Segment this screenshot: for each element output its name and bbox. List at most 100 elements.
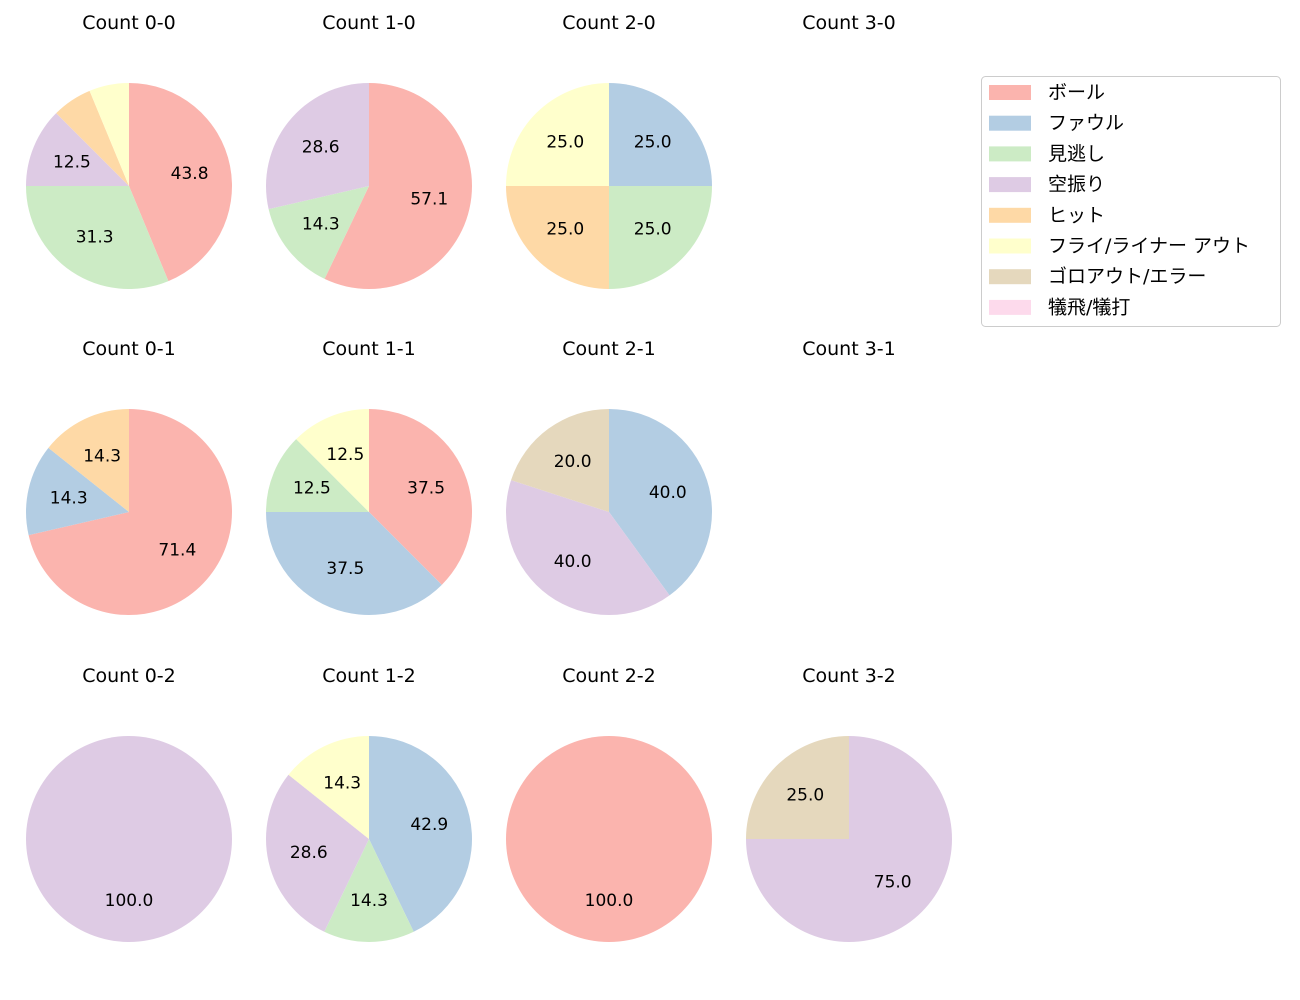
- pie-title: Count 2-0: [562, 12, 656, 34]
- pie-slice: [89, 83, 129, 186]
- pie-slice: [609, 186, 712, 289]
- slice-label: 42.9: [410, 815, 448, 835]
- pie-slice: [28, 409, 233, 615]
- slice-label: 37.5: [407, 478, 445, 498]
- pie-slice: [26, 736, 232, 942]
- pie-slice: [609, 83, 712, 186]
- slice-label: 12.5: [293, 478, 331, 498]
- pie-slice: [48, 409, 130, 512]
- pie-title: Count 0-1: [82, 338, 176, 360]
- pie-slice: [506, 83, 609, 186]
- pie-title: Count 1-1: [322, 338, 416, 360]
- legend-label: 見逃し: [1048, 143, 1105, 165]
- pie-slice: [26, 186, 169, 290]
- pie-chart: Count 0-0 43.8 31.3 12.5: [26, 12, 233, 290]
- pie-chart: Count 3-0: [802, 12, 896, 34]
- slice-label: 100.0: [105, 891, 154, 911]
- pie-title: Count 2-2: [562, 665, 656, 687]
- pie-slice: [26, 113, 129, 186]
- slice-label: 40.0: [554, 552, 592, 572]
- slice-label: 28.6: [302, 138, 340, 158]
- slice-label: 43.8: [171, 164, 209, 184]
- pie-chart: Count 1-0 57.1 14.3 28.6: [265, 12, 472, 290]
- pie-slice: [56, 90, 130, 186]
- pie-chart: Count 1-2 42.9 14.3 28.6 14.3: [266, 665, 473, 942]
- legend-label: 犠飛/犠打: [1048, 296, 1130, 318]
- legend-swatch: [989, 146, 1031, 162]
- pie-title: Count 3-1: [802, 338, 896, 360]
- pie-title: Count 0-0: [82, 12, 176, 34]
- legend-swatch: [989, 238, 1031, 254]
- pie-slice: [506, 480, 670, 615]
- slice-label: 14.3: [323, 773, 361, 793]
- pie-chart: Count 2-0 25.0 25.0 25.0 25.0: [506, 12, 712, 289]
- pie-chart: Count 0-1 71.4 14.3 14.3: [25, 338, 233, 615]
- pie-title: Count 3-2: [802, 665, 896, 687]
- slice-label: 28.6: [290, 843, 328, 863]
- slice-label: 57.1: [410, 190, 448, 210]
- pie-title: Count 1-2: [322, 665, 416, 687]
- slice-label: 25.0: [546, 220, 584, 240]
- pie-slice: [296, 409, 369, 512]
- pie-chart: Count 2-2 100.0: [506, 665, 712, 942]
- slice-label: 14.3: [83, 446, 121, 466]
- legend-label: ボール: [1048, 82, 1105, 104]
- pie-slice: [266, 774, 369, 932]
- slice-label: 14.3: [50, 488, 88, 508]
- pie-slice: [324, 83, 472, 290]
- slice-label: 25.0: [786, 785, 824, 805]
- legend-swatch: [989, 115, 1031, 131]
- legend-swatch: [989, 85, 1031, 100]
- slice-label: 14.3: [302, 215, 340, 235]
- slice-label: 25.0: [634, 132, 672, 152]
- slice-label: 25.0: [546, 132, 584, 152]
- pie-title: Count 3-0: [802, 12, 896, 34]
- pie-chart: Count 3-2 75.0 25.0: [746, 665, 952, 942]
- pie-slice: [369, 736, 473, 932]
- legend-swatch: [989, 207, 1031, 223]
- pie-slice: [506, 736, 712, 942]
- legend-label: フライ/ライナー アウト: [1048, 235, 1250, 257]
- pie-slice: [506, 186, 609, 289]
- slice-label: 25.0: [634, 220, 672, 240]
- pie-slice: [609, 409, 713, 596]
- pie-chart: Count 0-2 100.0: [26, 665, 232, 942]
- slice-label: 12.5: [326, 445, 364, 465]
- legend-swatch: [989, 299, 1031, 315]
- legend-label: ヒット: [1048, 204, 1105, 226]
- pie-title: Count 0-2: [82, 665, 176, 687]
- pie-slice: [369, 409, 472, 585]
- pie-slice: [288, 736, 369, 839]
- slice-label: 31.3: [76, 227, 114, 247]
- slice-label: 75.0: [874, 873, 912, 893]
- pie-title: Count 2-1: [562, 338, 656, 360]
- pie-chart: Count 3-1: [802, 338, 896, 360]
- legend-label: ゴロアウト/エラー: [1048, 266, 1206, 288]
- slice-label: 37.5: [326, 559, 364, 579]
- legend-swatch: [989, 269, 1031, 285]
- legend-label: ファウル: [1048, 112, 1124, 134]
- pie-chart: Count 2-1 40.0 40.0 20.0: [506, 338, 713, 615]
- slice-label: 40.0: [649, 483, 687, 503]
- slice-label: 100.0: [585, 891, 634, 911]
- pie-slice: [266, 512, 442, 615]
- slice-label: 20.0: [554, 452, 592, 472]
- pie-slice: [324, 839, 414, 942]
- legend-label: 空振り: [1048, 174, 1105, 196]
- legend-frame: [981, 76, 1281, 327]
- legend-swatch: [989, 177, 1031, 193]
- pie-slice: [511, 409, 609, 512]
- pie-slice: [746, 736, 849, 839]
- pie-chart: Count 1-1 37.5 37.5 12.5 12.5: [266, 338, 472, 615]
- slice-label: 12.5: [53, 152, 91, 172]
- pie-slice: [268, 186, 369, 279]
- pie-slice: [265, 83, 369, 210]
- pie-slice: [25, 447, 130, 536]
- slice-label: 14.3: [350, 891, 388, 911]
- pie-slice: [266, 439, 369, 512]
- pie-slice: [129, 83, 233, 282]
- slice-label: 71.4: [158, 540, 196, 560]
